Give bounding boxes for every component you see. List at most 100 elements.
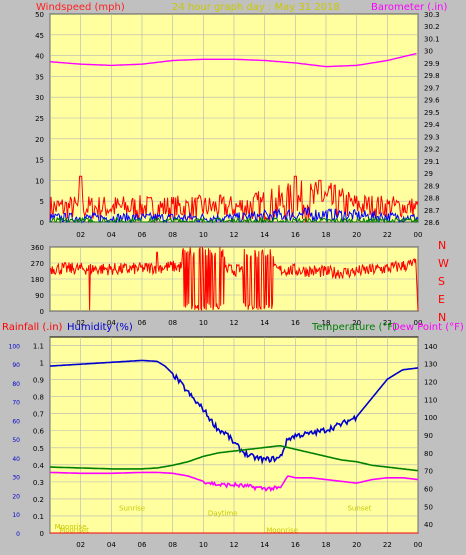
rainfall-tick-label: 0.9	[33, 377, 44, 385]
wind-axes: 0 5 10 15 20 25 30 35 40 45 50 28.6 28.7 28.8 28.9 29 29…	[35, 11, 440, 239]
wind-x-tick-label: 00	[414, 231, 423, 239]
temperature-tick-label: 100	[424, 414, 437, 422]
dewpoint-axis-label: Dew Point (°F)	[392, 322, 464, 333]
humidity-tick-label: 70	[12, 400, 20, 407]
humidity-tick-label: 50	[12, 437, 20, 444]
temperature-humidity-panel: MoonriseMoonsetSunriseDaytimeMoonriseSun…	[2, 322, 464, 549]
rainfall-tick-label: 0.7	[33, 411, 44, 419]
barometer-tick-label: 29.8	[424, 72, 440, 80]
direction-tick-label: 360	[31, 244, 44, 252]
rainfall-tick-label: 0.5	[33, 445, 44, 453]
barometer-tick-label: 28.9	[424, 182, 440, 190]
wind-x-tick-label: 04	[107, 231, 116, 239]
humidity-tick-label: 90	[12, 362, 20, 369]
barometer-tick-label: 29.4	[424, 121, 440, 129]
humidity-tick-label: 80	[12, 381, 20, 388]
windspeed-tick-label: 10	[35, 177, 44, 185]
rainfall-tick-label: 0.6	[33, 428, 45, 436]
direction-x-tick-label: 20	[352, 319, 361, 327]
temperature-tick-label: 110	[424, 396, 437, 404]
wind-series-line-2	[49, 206, 419, 224]
rainfall-tick-label: 0.4	[33, 462, 45, 470]
humidity-tick-label: 0	[16, 531, 20, 538]
temperature-axes: 0 0.1 0.2 0.3 0.4 0.5 0.6 0.7 0.8 0.9 1 1.1 0 10 20 30 4…	[9, 343, 438, 549]
direction-tick-label: 270	[31, 260, 44, 268]
temperature-tick-label: 90	[424, 432, 433, 440]
compass-letter-e: E	[438, 293, 445, 306]
windspeed-tick-label: 30	[35, 94, 44, 102]
wind-x-tick-label: 06	[138, 231, 147, 239]
temperature-x-tick-label: 12	[230, 541, 239, 549]
barometer-tick-label: 30.3	[424, 11, 440, 19]
temperature-tick-label: 120	[424, 379, 437, 387]
barometer-tick-label: 28.8	[424, 195, 440, 203]
compass-letter-w: W	[438, 257, 449, 270]
direction-x-tick-label: 00	[414, 319, 423, 327]
rainfall-tick-label: 0	[40, 530, 44, 538]
wind-series-line-3	[49, 215, 419, 224]
barometer-tick-label: 30	[424, 48, 433, 56]
windspeed-tick-label: 40	[35, 53, 44, 61]
direction-x-tick-label: 16	[291, 319, 300, 327]
temperature-x-tick-label: 04	[107, 541, 116, 549]
temperature-x-tick-label: 02	[76, 541, 85, 549]
event-label: Moonset	[59, 527, 89, 535]
windspeed-tick-label: 0	[40, 219, 44, 227]
windspeed-tick-label: 50	[35, 11, 44, 19]
wind-x-tick-label: 18	[322, 231, 331, 239]
barometer-tick-label: 29.9	[424, 60, 440, 68]
compass-letter-s: S	[438, 275, 445, 288]
direction-line	[49, 245, 419, 312]
humidity-tick-label: 20	[12, 493, 20, 500]
temperature-x-tick-label: 10	[199, 541, 208, 549]
temperature-x-tick-label: 00	[414, 541, 423, 549]
temperature-tick-label: 140	[424, 343, 437, 351]
rainfall-tick-label: 1	[40, 360, 44, 368]
rainfall-tick-label: 0.3	[33, 479, 44, 487]
wind-x-tick-label: 22	[383, 231, 392, 239]
event-label: Sunset	[347, 504, 371, 512]
windspeed-tick-label: 5	[40, 198, 44, 206]
windspeed-tick-label: 20	[35, 136, 44, 144]
temperature-x-tick-label: 08	[168, 541, 177, 549]
temperature-tick-label: 40	[424, 521, 433, 529]
event-label: Moonrise	[55, 523, 87, 531]
wind-x-tick-label: 16	[291, 231, 300, 239]
temperature-tick-label: 80	[424, 450, 433, 458]
direction-x-tick-label: 08	[168, 319, 177, 327]
temperature-x-tick-label: 20	[352, 541, 361, 549]
barometer-tick-label: 29.5	[424, 109, 440, 117]
direction-x-tick-label: 02	[76, 319, 85, 327]
direction-axes: 0 90 180 270 360 02 04 06 08 10 12 14 16 18 20 22 00	[31, 244, 423, 327]
wind-x-tick-label: 14	[260, 231, 269, 239]
temperature-tick-label: 70	[424, 468, 433, 476]
wind-x-tick-label: 02	[76, 231, 85, 239]
rainfall-tick-label: 0.8	[33, 394, 44, 402]
wind-barometer-panel: 0 5 10 15 20 25 30 35 40 45 50 28.6 28.7 28.8 28.9 29 29…	[35, 2, 447, 239]
barometer-tick-label: 28.7	[424, 207, 440, 215]
barometer-tick-label: 28.6	[424, 219, 440, 227]
direction-x-tick-label: 12	[230, 319, 239, 327]
wind-grid	[49, 13, 419, 223]
temperature-series-line-2	[49, 471, 419, 493]
event-label: Sunrise	[119, 504, 145, 512]
barometer-axis-label: Barometer (.in)	[371, 2, 447, 13]
barometer-tick-label: 29.7	[424, 84, 440, 92]
temperature-axis-label: Temperature (°F)	[311, 322, 397, 333]
temperature-series	[49, 359, 419, 534]
direction-x-tick-label: 14	[260, 319, 269, 327]
temperature-tick-label: 130	[424, 361, 437, 369]
barometer-tick-label: 30.2	[424, 23, 440, 31]
windspeed-tick-label: 45	[35, 32, 44, 40]
windspeed-tick-label: 25	[35, 115, 44, 123]
humidity-tick-label: 10	[12, 512, 20, 519]
wind-x-tick-label: 08	[168, 231, 177, 239]
humidity-tick-label: 100	[9, 343, 21, 350]
barometer-line	[49, 52, 417, 68]
wind-x-tick-label: 10	[199, 231, 208, 239]
direction-series	[49, 245, 419, 312]
direction-x-tick-label: 18	[322, 319, 331, 327]
event-label: Moonrise	[266, 527, 298, 535]
